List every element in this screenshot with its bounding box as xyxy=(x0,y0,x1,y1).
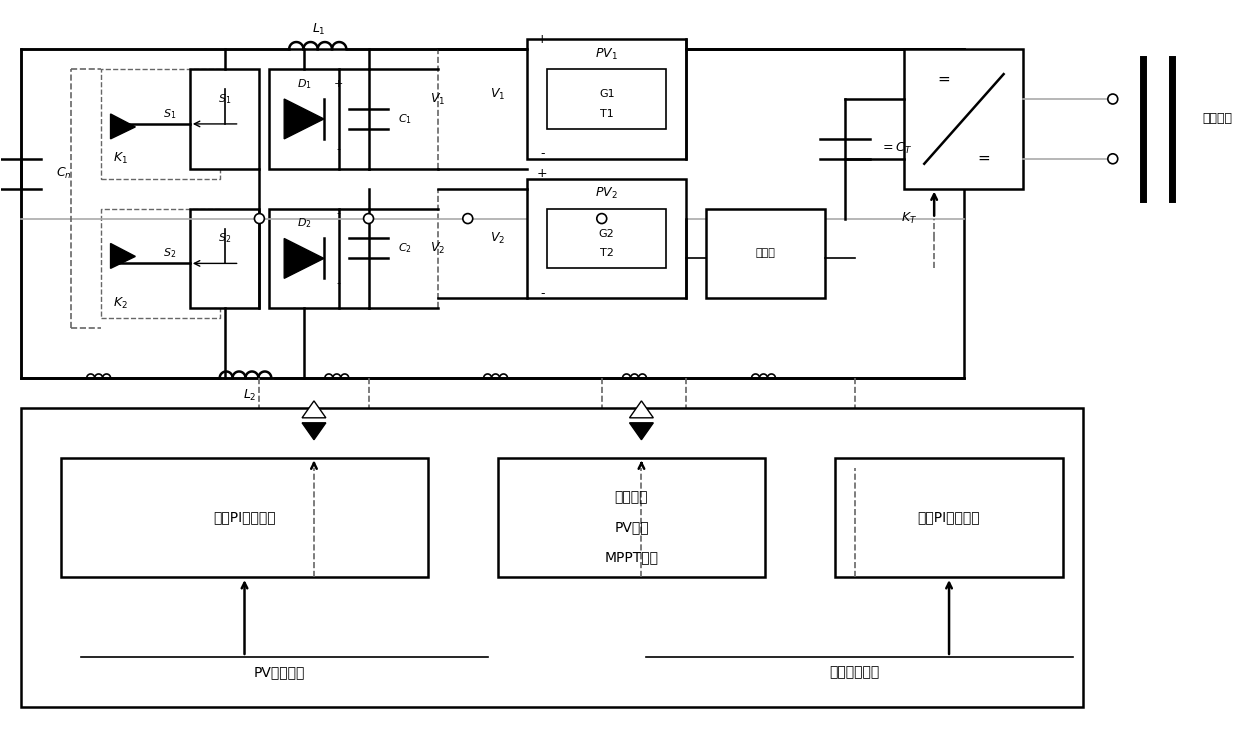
Bar xyxy=(21,49,963,378)
Bar xyxy=(61,458,428,577)
Circle shape xyxy=(596,213,606,224)
Bar xyxy=(21,408,1083,707)
Bar xyxy=(706,209,825,298)
Polygon shape xyxy=(630,401,653,418)
Bar xyxy=(547,209,666,269)
Text: $S_2$: $S_2$ xyxy=(164,246,176,261)
Text: $PV_1$: $PV_1$ xyxy=(595,46,618,62)
Text: -: - xyxy=(539,148,544,160)
Circle shape xyxy=(363,213,373,224)
Circle shape xyxy=(254,213,264,224)
Text: PV参考电压: PV参考电压 xyxy=(253,665,305,679)
Bar xyxy=(527,39,686,159)
Circle shape xyxy=(463,213,472,224)
Text: +: + xyxy=(537,32,548,46)
Polygon shape xyxy=(303,401,326,418)
Bar xyxy=(269,209,339,308)
Text: PV模型: PV模型 xyxy=(614,520,649,534)
Bar xyxy=(190,209,259,308)
Text: 直流总线: 直流总线 xyxy=(1202,112,1233,125)
Text: $D_2$: $D_2$ xyxy=(296,217,311,230)
Text: =: = xyxy=(977,151,991,166)
Text: $PV_2$: $PV_2$ xyxy=(595,186,618,201)
Bar xyxy=(547,69,666,129)
Bar xyxy=(269,69,339,169)
Text: $=C_T$: $=C_T$ xyxy=(879,141,911,156)
Text: G2: G2 xyxy=(599,229,615,238)
Polygon shape xyxy=(110,114,135,139)
Text: +: + xyxy=(334,79,343,89)
Text: T1: T1 xyxy=(600,109,614,119)
Polygon shape xyxy=(284,238,324,278)
Text: 第一PI控制电路: 第一PI控制电路 xyxy=(918,511,981,525)
Text: -: - xyxy=(337,278,341,289)
Text: 摄像机: 摄像机 xyxy=(755,249,775,258)
Text: $K_T$: $K_T$ xyxy=(901,211,918,226)
Text: G1: G1 xyxy=(599,89,615,99)
Text: $C_1$: $C_1$ xyxy=(398,112,413,126)
Text: $K_2$: $K_2$ xyxy=(113,296,128,311)
Polygon shape xyxy=(630,423,653,440)
Text: +: + xyxy=(537,168,548,180)
Bar xyxy=(527,179,686,298)
Text: $D_1$: $D_1$ xyxy=(296,77,311,91)
Bar xyxy=(904,49,1023,189)
Text: -: - xyxy=(539,287,544,300)
Text: $C_2$: $C_2$ xyxy=(398,241,412,255)
Text: T2: T2 xyxy=(600,249,614,258)
Text: $K_1$: $K_1$ xyxy=(113,151,128,166)
Text: =: = xyxy=(937,72,951,86)
Text: MPPT算法: MPPT算法 xyxy=(605,551,658,565)
Text: $V_2$: $V_2$ xyxy=(430,241,445,256)
Polygon shape xyxy=(303,423,326,440)
Polygon shape xyxy=(110,244,135,269)
Bar xyxy=(835,458,1063,577)
Text: -: - xyxy=(337,144,341,154)
Text: $V_2$: $V_2$ xyxy=(490,231,505,246)
Circle shape xyxy=(1107,154,1117,164)
Text: $S_1$: $S_1$ xyxy=(218,92,232,106)
Text: -: - xyxy=(337,209,341,218)
Text: $V_1$: $V_1$ xyxy=(430,92,445,106)
Text: $S_1$: $S_1$ xyxy=(164,107,177,121)
Text: $L_2$: $L_2$ xyxy=(243,388,257,404)
Text: $S_2$: $S_2$ xyxy=(218,232,232,246)
Text: $C_n$: $C_n$ xyxy=(56,166,72,182)
Text: $V_1$: $V_1$ xyxy=(490,86,505,102)
Circle shape xyxy=(1107,94,1117,104)
Text: 开关模式: 开关模式 xyxy=(615,491,649,505)
Polygon shape xyxy=(284,99,324,139)
Bar xyxy=(497,458,765,577)
Text: $L_1$: $L_1$ xyxy=(312,21,326,37)
Bar xyxy=(190,69,259,169)
Text: 第二PI控制电路: 第二PI控制电路 xyxy=(213,511,275,525)
Text: 终端参考电压: 终端参考电压 xyxy=(830,665,880,679)
